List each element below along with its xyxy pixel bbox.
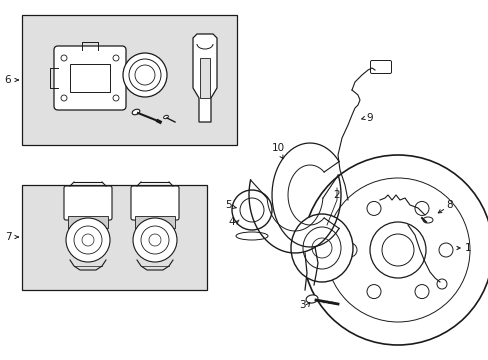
Circle shape — [74, 226, 102, 254]
Circle shape — [123, 53, 167, 97]
Text: 6: 6 — [5, 75, 11, 85]
Circle shape — [325, 178, 469, 322]
Text: 8: 8 — [446, 200, 452, 210]
Circle shape — [381, 234, 413, 266]
Circle shape — [61, 55, 67, 61]
Ellipse shape — [290, 214, 352, 282]
Bar — [70, 64, 110, 92]
Text: 7: 7 — [5, 232, 11, 242]
Circle shape — [113, 95, 119, 101]
Circle shape — [61, 95, 67, 101]
Circle shape — [113, 55, 119, 61]
Ellipse shape — [422, 217, 432, 223]
Bar — [22, 15, 237, 145]
Circle shape — [141, 226, 169, 254]
Circle shape — [311, 238, 331, 258]
Ellipse shape — [132, 109, 140, 115]
FancyBboxPatch shape — [54, 46, 126, 110]
Ellipse shape — [236, 232, 267, 240]
Text: 4: 4 — [228, 217, 235, 227]
Bar — [68, 216, 108, 228]
Text: 10: 10 — [271, 143, 284, 153]
Circle shape — [414, 202, 428, 215]
Circle shape — [366, 202, 380, 215]
Circle shape — [82, 234, 94, 246]
Ellipse shape — [305, 295, 317, 303]
Circle shape — [369, 222, 425, 278]
Circle shape — [436, 279, 446, 289]
Circle shape — [135, 65, 155, 85]
Text: 2: 2 — [333, 190, 340, 200]
Circle shape — [133, 218, 177, 262]
Polygon shape — [200, 58, 209, 98]
Circle shape — [231, 190, 271, 230]
Polygon shape — [193, 34, 217, 122]
Circle shape — [240, 198, 264, 222]
Bar — [135, 216, 175, 228]
Bar — [22, 185, 206, 290]
Circle shape — [149, 234, 161, 246]
Ellipse shape — [303, 227, 340, 269]
Circle shape — [342, 243, 356, 257]
Text: 3: 3 — [298, 300, 305, 310]
Ellipse shape — [163, 115, 168, 119]
FancyBboxPatch shape — [370, 60, 391, 73]
Circle shape — [366, 284, 380, 298]
Text: 1: 1 — [464, 243, 470, 253]
Circle shape — [438, 243, 452, 257]
FancyBboxPatch shape — [64, 186, 112, 220]
FancyBboxPatch shape — [131, 186, 179, 220]
Circle shape — [303, 155, 488, 345]
Text: 9: 9 — [366, 113, 372, 123]
Text: 5: 5 — [224, 200, 231, 210]
Circle shape — [129, 59, 161, 91]
Circle shape — [66, 218, 110, 262]
Circle shape — [414, 284, 428, 298]
